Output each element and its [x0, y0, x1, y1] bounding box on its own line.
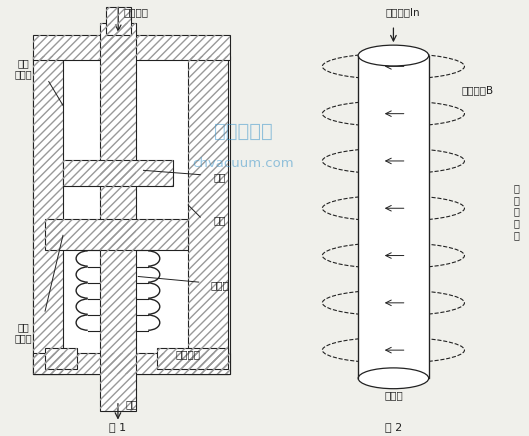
- Text: 动导电杆: 动导电杆: [176, 350, 200, 359]
- Bar: [157, 348, 227, 369]
- Bar: [33, 55, 63, 374]
- Bar: [358, 55, 428, 378]
- Ellipse shape: [358, 45, 428, 66]
- Bar: [101, 23, 135, 411]
- Text: 波纹管: 波纹管: [211, 280, 229, 290]
- Text: chvacuum.com: chvacuum.com: [193, 157, 294, 170]
- Bar: [106, 7, 131, 35]
- Bar: [33, 353, 230, 374]
- Text: 导电杆: 导电杆: [384, 390, 403, 400]
- Text: 图 2: 图 2: [385, 422, 402, 432]
- Bar: [188, 55, 227, 374]
- Bar: [33, 55, 230, 374]
- Bar: [63, 160, 174, 185]
- Text: 负载: 负载: [126, 399, 138, 409]
- Text: 感应磁场B: 感应磁场B: [462, 85, 494, 95]
- Bar: [44, 219, 188, 251]
- Bar: [33, 35, 230, 60]
- Bar: [33, 353, 230, 374]
- Bar: [157, 348, 227, 369]
- Text: 负载电流In: 负载电流In: [385, 7, 419, 17]
- Text: 金
属
屏
蔽
罩: 金 属 屏 蔽 罩: [513, 183, 519, 240]
- Bar: [33, 35, 230, 60]
- Text: 真空
灭弧室: 真空 灭弧室: [15, 58, 32, 79]
- Bar: [44, 348, 77, 369]
- Bar: [63, 160, 174, 185]
- Bar: [44, 348, 77, 369]
- Text: 中间
屏蔽罩: 中间 屏蔽罩: [15, 322, 32, 344]
- Text: 触头: 触头: [214, 172, 226, 182]
- Text: 真空技术网: 真空技术网: [214, 122, 273, 141]
- Ellipse shape: [358, 368, 428, 388]
- Bar: [33, 55, 63, 374]
- Text: 图 1: 图 1: [108, 422, 126, 432]
- Bar: [106, 7, 131, 35]
- Text: 外壳: 外壳: [214, 215, 226, 225]
- Bar: [188, 55, 227, 374]
- Bar: [101, 23, 135, 411]
- Bar: [44, 219, 188, 251]
- Text: 系统高压: 系统高压: [123, 7, 148, 17]
